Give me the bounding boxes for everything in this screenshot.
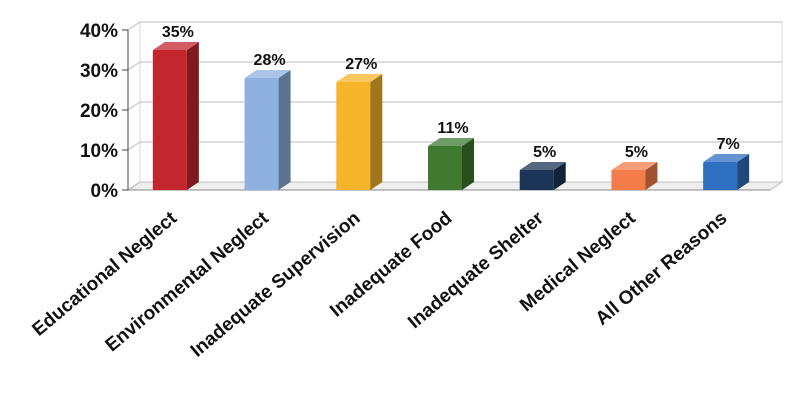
gridline xyxy=(127,21,782,31)
bar-side xyxy=(737,154,750,190)
bar xyxy=(519,162,566,190)
data-label: 5% xyxy=(625,144,648,161)
bar-top xyxy=(428,138,474,146)
data-label: 35% xyxy=(162,24,194,41)
bar-top xyxy=(244,70,291,78)
y-tick-label: 0% xyxy=(91,181,119,202)
bar-side xyxy=(645,162,658,190)
bar xyxy=(611,162,658,190)
y-tick-label: 30% xyxy=(80,61,118,82)
category-label: Environmental Neglect xyxy=(102,207,274,356)
bar-front xyxy=(336,82,371,190)
data-label: 11% xyxy=(437,120,468,137)
bar-front xyxy=(703,162,738,190)
gridline xyxy=(127,101,782,111)
category-label: Inadequate Supervision xyxy=(187,208,365,362)
bar-top xyxy=(611,162,658,170)
bar-side xyxy=(462,138,474,190)
bar-top xyxy=(703,154,750,162)
bar-layer xyxy=(152,42,750,190)
bar xyxy=(428,138,474,190)
bar xyxy=(244,70,291,190)
bar xyxy=(152,42,199,190)
bar-top xyxy=(519,162,566,170)
bar xyxy=(336,74,383,190)
data-label: 28% xyxy=(254,52,286,69)
y-tick-label: 40% xyxy=(80,21,118,42)
bar-front xyxy=(244,78,279,190)
bar-front xyxy=(428,146,462,190)
grid-layer xyxy=(126,21,784,191)
bar-top xyxy=(152,42,199,50)
bar-front xyxy=(152,50,187,190)
bar-front xyxy=(519,170,554,190)
y-tick-label: 20% xyxy=(80,101,118,122)
bar xyxy=(703,154,750,190)
bar-side xyxy=(186,42,199,190)
data-label: 7% xyxy=(717,136,740,153)
bar-front xyxy=(611,170,646,190)
category-label: Educational Neglect xyxy=(28,207,181,340)
y-tick-label: 10% xyxy=(80,141,118,162)
bar-side xyxy=(278,70,291,190)
bar-top xyxy=(336,74,383,82)
data-label: 27% xyxy=(345,56,377,73)
data-label: 5% xyxy=(533,144,556,161)
gridline xyxy=(127,181,782,191)
gridline xyxy=(127,141,782,151)
gridline xyxy=(127,61,782,71)
bar-side xyxy=(553,162,566,190)
bar-side xyxy=(370,74,383,190)
